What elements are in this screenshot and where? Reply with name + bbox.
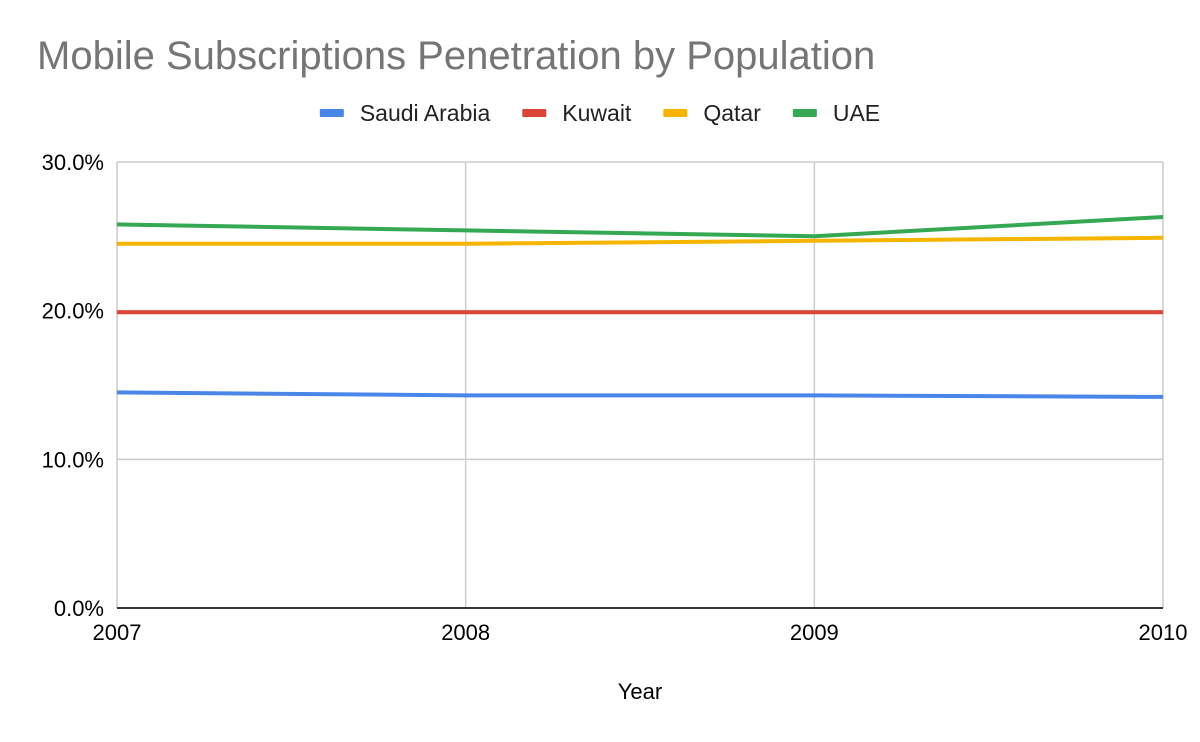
legend-swatch: [522, 109, 547, 117]
y-tick-label: 0.0%: [54, 596, 104, 621]
x-axis-ticks: 2007 2008 2009 2010: [93, 620, 1188, 645]
legend-label: Saudi Arabia: [360, 100, 491, 126]
x-tick-label: 2008: [441, 620, 490, 645]
y-tick-label: 30.0%: [42, 150, 104, 175]
legend-swatch: [792, 109, 817, 117]
legend-swatch: [319, 109, 344, 117]
legend-item-saudi-arabia: Saudi Arabia: [319, 100, 491, 126]
legend-label: Qatar: [703, 100, 761, 126]
series-line-saudi-arabia: [116, 390, 1164, 399]
y-axis-ticks: 0.0% 10.0% 20.0% 30.0%: [42, 150, 104, 621]
x-axis-title: Year: [618, 679, 662, 704]
series-line-qatar: [117, 235, 1164, 246]
legend-label: Kuwait: [562, 100, 632, 126]
series-line-uae: [116, 215, 1164, 239]
legend-item-uae: UAE: [792, 100, 880, 126]
legend-label: UAE: [833, 100, 880, 126]
series-lines: [116, 215, 1164, 399]
legend-item-kuwait: Kuwait: [522, 100, 632, 126]
legend-item-qatar: Qatar: [663, 100, 761, 126]
x-tick-label: 2010: [1139, 620, 1188, 645]
chart-title: Mobile Subscriptions Penetration by Popu…: [37, 34, 875, 78]
legend-swatch: [663, 109, 688, 117]
x-tick-label: 2007: [93, 620, 142, 645]
y-tick-label: 20.0%: [42, 299, 104, 324]
legend: Saudi Arabia Kuwait Qatar UAE: [319, 100, 880, 126]
y-tick-label: 10.0%: [42, 447, 104, 472]
x-tick-label: 2009: [790, 620, 839, 645]
